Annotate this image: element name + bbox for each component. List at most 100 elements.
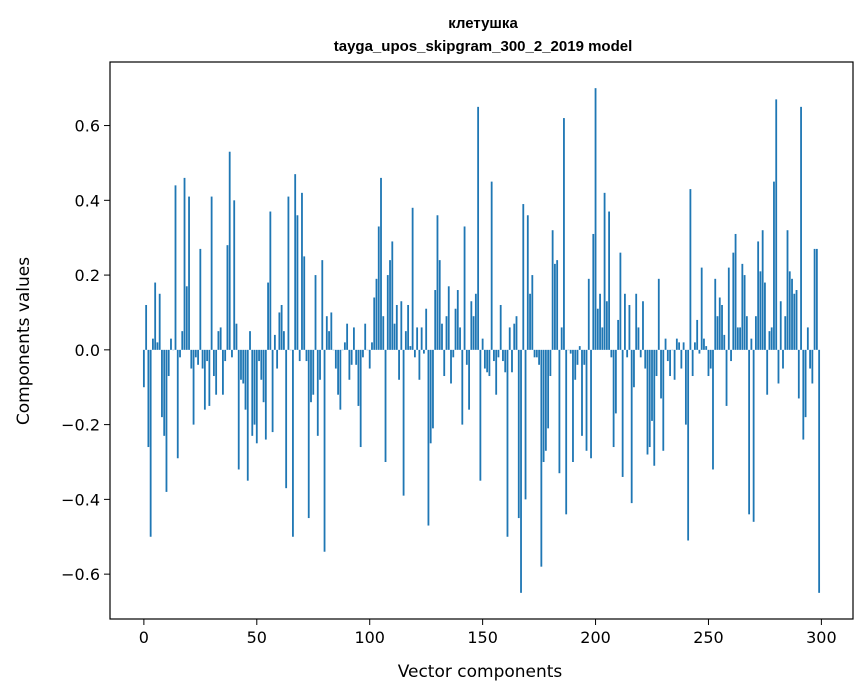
bar-214 <box>626 349 629 358</box>
bar-190 <box>572 349 574 462</box>
bar-96 <box>359 349 362 448</box>
x-tick-label: 250 <box>693 628 724 647</box>
bar-138 <box>454 308 457 350</box>
bar-202 <box>599 293 601 350</box>
bar-4 <box>152 338 154 350</box>
bar-12 <box>170 338 172 350</box>
bar-0 <box>142 349 145 388</box>
bar-95 <box>357 349 360 406</box>
bar-132 <box>441 323 443 350</box>
bar-244 <box>694 342 696 350</box>
bar-192 <box>576 349 579 365</box>
bar-122 <box>418 349 421 380</box>
bar-227 <box>655 349 658 377</box>
bar-139 <box>456 290 459 350</box>
bar-215 <box>628 304 631 350</box>
bar-2 <box>147 349 150 448</box>
bar-155 <box>493 349 495 362</box>
bar-36 <box>224 349 227 362</box>
bar-163 <box>511 349 513 373</box>
y-tick-label: 0.4 <box>75 191 100 210</box>
bar-136 <box>450 349 452 384</box>
plot-frame <box>109 61 854 620</box>
bar-166 <box>517 349 520 519</box>
bar-71 <box>303 256 306 350</box>
bar-285 <box>786 230 789 350</box>
bar-282 <box>779 301 782 350</box>
bar-291 <box>800 106 802 350</box>
bar-289 <box>795 290 798 350</box>
bar-43 <box>240 349 242 380</box>
bar-173 <box>533 349 536 358</box>
bar-203 <box>601 327 604 350</box>
bar-294 <box>806 327 809 350</box>
bar-218 <box>635 293 638 350</box>
bar-140 <box>459 327 461 350</box>
bar-225 <box>651 349 653 421</box>
bar-39 <box>231 349 233 358</box>
bar-254 <box>716 316 719 350</box>
bar-133 <box>443 349 446 377</box>
bar-24 <box>197 349 199 365</box>
bar-185 <box>560 327 563 350</box>
y-tick-label: −0.6 <box>61 565 100 584</box>
bar-253 <box>714 278 717 350</box>
bar-127 <box>429 349 432 444</box>
bar-11 <box>167 349 170 377</box>
x-tick-label: 0 <box>139 628 149 647</box>
bar-268 <box>748 349 751 515</box>
bar-54 <box>264 349 267 440</box>
bar-141 <box>461 349 464 425</box>
bar-34 <box>219 327 222 350</box>
bar-94 <box>355 349 358 365</box>
bar-286 <box>788 271 791 350</box>
bar-246 <box>698 349 701 354</box>
bar-158 <box>499 304 502 350</box>
bar-126 <box>427 349 430 526</box>
bar-9 <box>163 349 166 436</box>
bar-224 <box>648 349 651 448</box>
bar-38 <box>228 151 231 350</box>
bar-40 <box>233 200 236 350</box>
bar-82 <box>328 331 330 350</box>
bar-184 <box>558 349 561 474</box>
bar-157 <box>497 349 500 358</box>
bar-3 <box>149 349 152 537</box>
bar-76 <box>314 275 317 350</box>
bar-269 <box>750 338 753 350</box>
bar-165 <box>515 316 518 350</box>
bar-198 <box>590 349 592 459</box>
bar-172 <box>531 275 534 350</box>
bar-258 <box>725 349 728 406</box>
bar-226 <box>653 349 656 466</box>
bar-32 <box>215 349 218 395</box>
bar-21 <box>190 349 193 369</box>
bar-193 <box>578 346 581 350</box>
bar-58 <box>273 334 276 350</box>
bar-35 <box>222 349 224 395</box>
bar-98 <box>364 323 367 350</box>
bar-219 <box>637 327 640 350</box>
bar-248 <box>703 338 705 350</box>
bar-274 <box>761 230 764 350</box>
bar-23 <box>194 349 197 358</box>
bar-57 <box>271 349 274 433</box>
bar-27 <box>203 349 206 410</box>
bar-125 <box>425 308 428 350</box>
bar-33 <box>217 331 220 350</box>
bar-229 <box>660 349 662 399</box>
bar-243 <box>691 349 694 377</box>
bar-266 <box>743 275 746 350</box>
bar-264 <box>739 327 741 350</box>
bar-28 <box>206 349 209 362</box>
bar-199 <box>592 233 595 350</box>
bar-49 <box>253 349 256 425</box>
bar-189 <box>569 349 572 354</box>
bar-179 <box>547 349 550 429</box>
bar-74 <box>310 349 312 403</box>
bar-121 <box>416 327 419 350</box>
bar-83 <box>330 312 333 350</box>
bar-205 <box>605 301 608 350</box>
x-tick-label: 200 <box>580 628 611 647</box>
bar-108 <box>386 275 389 350</box>
